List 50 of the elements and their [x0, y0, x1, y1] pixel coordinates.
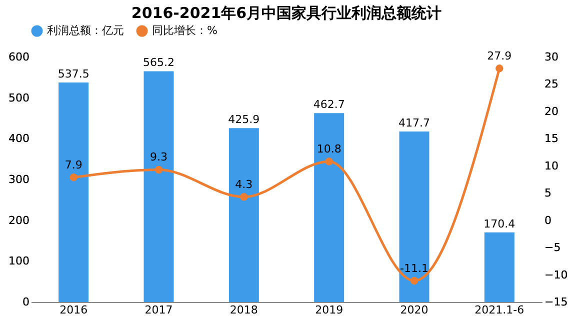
y-tick-label: 100 — [8, 254, 30, 268]
legend-label: 利润总额：亿元 — [47, 24, 124, 37]
x-tick-label: 2016 — [60, 304, 88, 316]
y2-tick-label: −10 — [544, 268, 568, 282]
y2-tick-label: −15 — [544, 296, 568, 308]
y2-tick-label: 25 — [544, 78, 558, 91]
data-label: 10.8 — [316, 142, 342, 156]
point — [70, 173, 78, 182]
y-tick-label: 500 — [8, 91, 30, 104]
x-tick-label: 2017 — [144, 304, 173, 316]
y2-tick-label: −5 — [544, 241, 561, 254]
legend-label: 同比增长：% — [152, 24, 218, 37]
x-tick-label: 2019 — [315, 304, 344, 316]
point — [154, 166, 163, 174]
y2-tick-label: 10 — [544, 159, 558, 172]
y2-tick-label: 20 — [544, 104, 558, 118]
bar — [314, 113, 344, 302]
bar — [58, 82, 89, 302]
chart-title: 2016-2021年6月中国家具行业利润总额统计 — [131, 4, 442, 22]
x-tick-label: 2020 — [400, 304, 428, 316]
y2-tick-label: 5 — [544, 186, 552, 200]
y2-tick-label: 15 — [544, 132, 558, 146]
y-tick-label: 300 — [8, 173, 30, 186]
x-tick-label: 2021.1-6 — [474, 304, 524, 316]
data-label: 7.9 — [64, 158, 82, 172]
y-tick-label: 600 — [8, 50, 30, 64]
data-label: 170.4 — [484, 217, 516, 230]
point — [240, 193, 248, 201]
point — [325, 158, 333, 166]
point — [410, 276, 418, 285]
bar — [228, 128, 259, 302]
y2-tick-label: 30 — [544, 50, 558, 64]
data-label: 462.7 — [313, 98, 345, 112]
data-label: 425.9 — [228, 113, 260, 126]
bar — [144, 71, 174, 302]
data-label: -11.1 — [400, 262, 428, 275]
y-tick-label: 0 — [22, 296, 30, 308]
data-label: 565.2 — [143, 56, 174, 70]
point — [496, 64, 504, 72]
bar — [399, 131, 430, 302]
data-label: 537.5 — [58, 68, 90, 81]
x-tick-label: 2018 — [230, 304, 258, 316]
y-tick-label: 200 — [8, 214, 30, 227]
y-tick-label: 400 — [8, 132, 30, 146]
data-label: 27.9 — [487, 49, 512, 62]
y2-tick-label: 0 — [544, 214, 552, 227]
data-label: 4.3 — [235, 178, 253, 191]
bar — [484, 232, 514, 302]
data-label: 9.3 — [150, 150, 168, 164]
data-label: 417.7 — [398, 116, 430, 130]
